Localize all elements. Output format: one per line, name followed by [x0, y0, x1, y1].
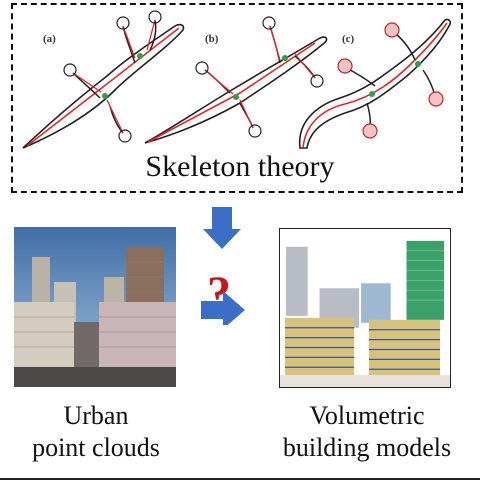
gecko-illustrations: (a) (b) (c) [22, 10, 452, 149]
down-arrow-icon [203, 207, 241, 249]
gecko-panel-c: (c) [298, 18, 452, 149]
panel-label-c: (c) [342, 33, 355, 45]
bottom-divider [0, 478, 480, 480]
gecko-panel-a: (a) [22, 10, 185, 149]
right-caption: Volumetric building models [262, 400, 472, 464]
transform-arrows: ? [201, 207, 245, 325]
gecko-panel-b: (b) [144, 16, 328, 144]
skeleton-theory-title: Skeleton theory [145, 150, 335, 183]
right-caption-line2: building models [282, 433, 452, 462]
volumetric-model-image [279, 228, 451, 388]
skeleton-theory-box [11, 3, 463, 193]
left-caption: Urban point clouds [10, 400, 182, 464]
left-caption-line1: Urban [63, 401, 129, 430]
left-caption-line2: point clouds [32, 433, 160, 462]
panel-label-b: (b) [205, 33, 219, 45]
right-caption-line1: Volumetric [309, 401, 425, 430]
right-arrow-icon [201, 291, 245, 325]
urban-point-cloud-image [14, 227, 176, 387]
panel-label-a: (a) [43, 33, 56, 45]
